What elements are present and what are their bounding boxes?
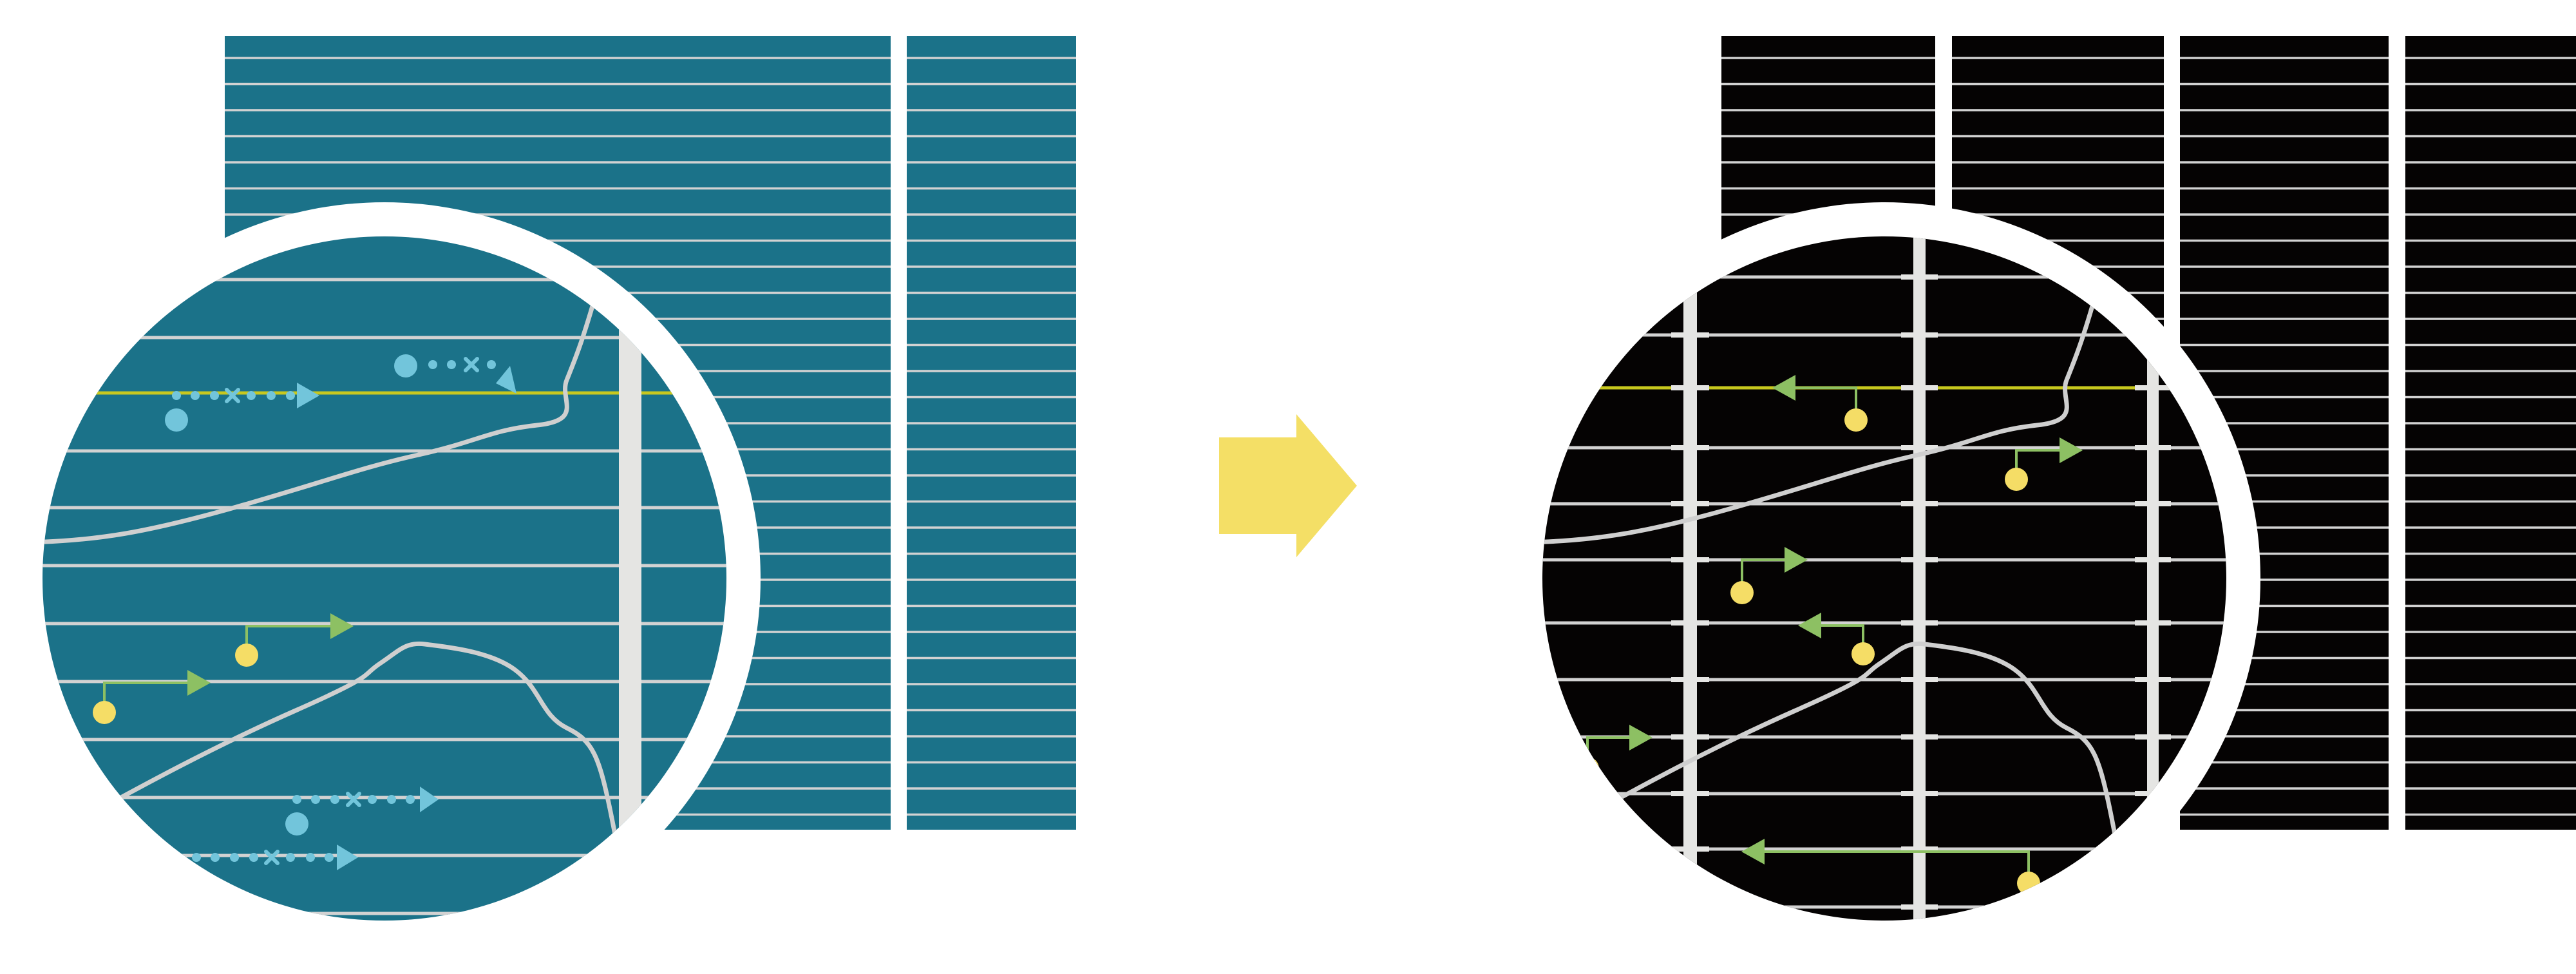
particle-dot: [285, 812, 308, 836]
bar-tick: [1671, 501, 1709, 506]
trail-dot: [325, 853, 334, 862]
trail-dot: [286, 853, 295, 862]
arrowhead-icon: [297, 383, 319, 408]
trail-dot: [230, 853, 239, 862]
bar-tick: [1901, 332, 1938, 338]
trail-dot: [311, 795, 320, 804]
trail-dot: [306, 853, 315, 862]
bar-tick: [1671, 791, 1709, 796]
trail-dot: [249, 853, 258, 862]
trail-dot: [211, 853, 220, 862]
divider-bar: [2147, 236, 2159, 921]
after-magnifier: [1508, 202, 2260, 955]
trail-dot: [487, 360, 496, 369]
cross-mark-icon: [464, 357, 479, 372]
particle-dot: [165, 408, 188, 432]
bar-tick: [2135, 501, 2171, 506]
bar-tick: [1901, 557, 1938, 562]
curve-upper: [1542, 283, 2101, 545]
magnifier-lens: [1542, 236, 2226, 921]
trail-dot: [330, 795, 339, 804]
magnified-content: [43, 278, 726, 915]
magnified-content: [1542, 236, 2226, 921]
bar-tick: [1901, 677, 1938, 682]
yellow-dot: [93, 701, 116, 724]
bar-tick: [1671, 557, 1709, 562]
bar-tick: [2135, 385, 2171, 390]
trail-dot: [210, 391, 219, 400]
bar-tick: [1901, 274, 1938, 280]
curve-lower: [1576, 641, 2130, 915]
bar-tick: [2135, 677, 2171, 682]
divider-bar: [1683, 236, 1697, 921]
bar-tick: [1901, 620, 1938, 625]
yellow-dot: [1844, 408, 1868, 432]
arrow-right-icon: [2060, 437, 2083, 463]
trail-dot: [172, 391, 181, 400]
cross-mark-icon: [346, 792, 361, 807]
trail-dot: [406, 795, 415, 804]
bar-tick: [1901, 734, 1938, 740]
divider-bar: [619, 322, 641, 837]
bar-tick: [2135, 904, 2171, 910]
bar-tick: [1671, 385, 1709, 390]
arrowhead-icon: [420, 787, 439, 812]
grid-panel: [907, 36, 1076, 830]
yellow-dot: [1852, 642, 1875, 665]
bar-tick: [1671, 734, 1709, 740]
trail-dot: [267, 391, 276, 400]
bar-tick: [1671, 677, 1709, 682]
arrow-right-icon: [1785, 547, 1808, 573]
trail-dot: [387, 795, 396, 804]
bar-tick: [2135, 734, 2171, 740]
bar-tick: [1901, 904, 1938, 910]
trail-dot: [247, 391, 256, 400]
bar-tick: [1901, 501, 1938, 506]
trail-dot: [191, 391, 200, 400]
curve-upper: [43, 283, 601, 545]
arrowhead-icon: [337, 845, 358, 870]
yellow-dot: [235, 644, 258, 667]
right-arrow-icon: [1219, 414, 1357, 557]
cross-mark-icon: [225, 388, 240, 403]
cross-mark-icon: [264, 850, 279, 865]
bar-tick: [2135, 445, 2171, 450]
trail-dot: [447, 360, 456, 369]
bar-tick: [1671, 846, 1709, 852]
bar-tick: [1901, 791, 1938, 796]
bar-tick: [2135, 620, 2171, 625]
arrow-left-icon: [1772, 375, 1795, 401]
bar-tick: [1671, 620, 1709, 625]
divider-bar: [1913, 236, 1926, 921]
bar-tick: [1671, 332, 1709, 338]
bar-tick: [1901, 846, 1938, 852]
yellow-dot: [2005, 468, 2028, 491]
arrow-left-icon: [1741, 839, 1765, 864]
trail-dot: [286, 391, 295, 400]
yellow-dot: [1730, 581, 1754, 604]
particle-dot: [394, 354, 417, 377]
trail-dot: [428, 360, 437, 369]
arrow-left-icon: [1798, 613, 1821, 638]
arrow-right-icon: [330, 613, 354, 639]
before-magnifier: [8, 202, 761, 955]
trail-dot: [368, 795, 377, 804]
arrow-right-icon: [1629, 725, 1653, 750]
bar-tick: [2135, 557, 2171, 562]
curve-lower: [76, 641, 630, 915]
grid-panel: [2405, 36, 2576, 830]
arrowhead-icon: [496, 366, 516, 394]
arrow-right-icon: [187, 670, 211, 696]
trail-dot: [292, 795, 301, 804]
bar-tick: [1901, 385, 1938, 390]
trail-dot: [192, 853, 201, 862]
bar-tick: [1671, 445, 1709, 450]
bar-tick: [1901, 445, 1938, 450]
